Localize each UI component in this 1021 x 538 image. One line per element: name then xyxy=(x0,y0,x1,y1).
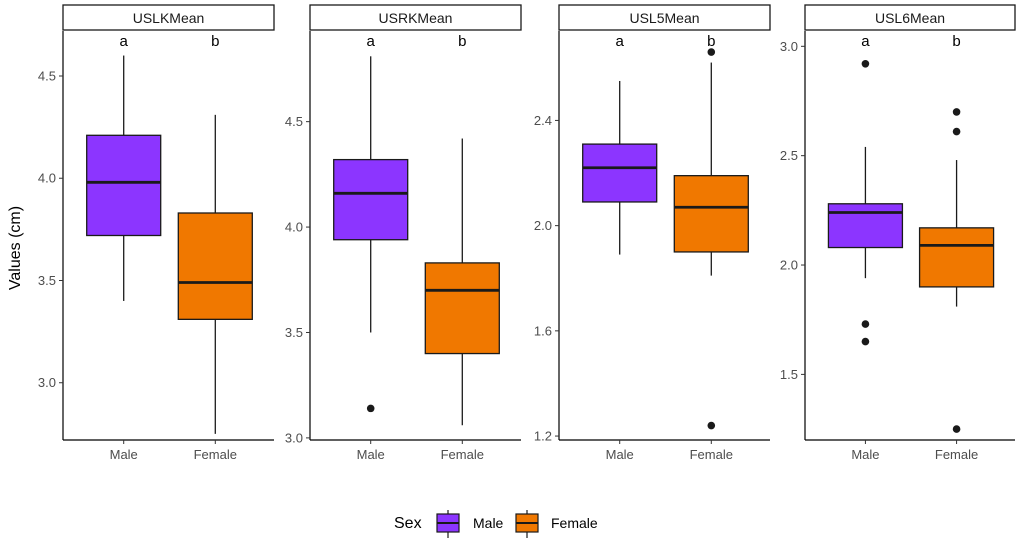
significance-letter: a xyxy=(861,33,870,50)
legend-title: Sex xyxy=(394,515,422,532)
x-tick-label: Male xyxy=(606,447,634,462)
x-tick-label: Male xyxy=(110,447,138,462)
box-female: b Female xyxy=(918,33,995,462)
significance-letter: b xyxy=(211,33,219,50)
outlier-point xyxy=(952,425,961,433)
box-male: a Male xyxy=(333,33,409,462)
outlier-point xyxy=(861,320,870,328)
significance-letter: a xyxy=(616,33,625,50)
significance-letter: b xyxy=(707,33,715,50)
panel-usl5mean: USL5Mean 1.2 1.6 2.0 2.4 a Male b Female xyxy=(534,4,771,462)
panel-usl6mean: USL6Mean 1.5 2.0 2.5 3.0 a Male b Female xyxy=(780,4,1016,462)
panel-strip xyxy=(804,4,1016,31)
x-tick-label: Male xyxy=(851,447,879,462)
y-tick-label: 2.0 xyxy=(534,218,552,233)
y-tick-label: 1.6 xyxy=(534,323,552,338)
y-tick-label: 3.0 xyxy=(780,39,798,54)
x-tick-label: Male xyxy=(357,447,385,462)
y-tick-label: 1.2 xyxy=(534,429,552,444)
box-body xyxy=(333,158,409,241)
outlier-point xyxy=(861,337,870,346)
x-tick-label: Female xyxy=(194,447,237,462)
significance-letter: a xyxy=(120,33,129,50)
box-male: a Male xyxy=(86,33,162,462)
legend-label: Male xyxy=(473,515,504,531)
box-female: b Female xyxy=(424,33,500,462)
box-male: a Male xyxy=(582,33,658,462)
significance-letter: b xyxy=(952,33,960,50)
y-tick-label: 2.0 xyxy=(780,258,798,273)
box-body xyxy=(582,143,658,203)
box-body xyxy=(827,203,904,249)
y-tick-label: 4.5 xyxy=(285,114,303,129)
outlier-point xyxy=(366,404,375,413)
panel-strip xyxy=(558,4,771,31)
y-tick-label: 3.5 xyxy=(38,273,56,288)
panel-strip xyxy=(62,4,275,31)
x-tick-label: Female xyxy=(441,447,484,462)
y-tick-label: 4.0 xyxy=(38,171,56,186)
box-body xyxy=(673,175,749,253)
panel-usrkmean: USRKMean 3.0 3.5 4.0 4.5 a Male b Female xyxy=(285,4,522,462)
legend-key-female: Female xyxy=(515,510,598,538)
legend-key-male: Male xyxy=(436,510,504,538)
y-tick-label: 3.5 xyxy=(285,325,303,340)
y-tick-label: 3.0 xyxy=(38,375,56,390)
panel-strip xyxy=(309,4,522,31)
y-tick-label: 1.5 xyxy=(780,367,798,382)
facet-panels: USLKMean3.03.54.04.5aMalebFemaleUSRKMean… xyxy=(38,4,1016,462)
significance-letter: b xyxy=(458,33,466,50)
box-body xyxy=(86,134,162,237)
outlier-point xyxy=(861,60,870,68)
y-tick-label: 2.5 xyxy=(780,148,798,163)
significance-letter: a xyxy=(367,33,376,50)
outlier-point xyxy=(707,48,716,56)
panel-title: USRKMean xyxy=(379,10,453,26)
y-tick-label: 4.5 xyxy=(38,68,56,83)
outlier-point xyxy=(952,127,961,136)
panel-title: USL5Mean xyxy=(629,10,699,26)
y-tick-label: 4.0 xyxy=(285,220,303,235)
box-body xyxy=(918,227,995,288)
outlier-point xyxy=(707,421,716,430)
y-tick-label: 2.4 xyxy=(534,113,552,128)
legend: Sex Male Female xyxy=(394,510,598,538)
panel-title: USL6Mean xyxy=(875,10,945,26)
box-body xyxy=(177,212,253,320)
box-body xyxy=(424,262,500,355)
y-axis-title: Values (cm) xyxy=(7,206,24,290)
x-tick-label: Female xyxy=(935,447,978,462)
legend-label: Female xyxy=(551,515,598,531)
x-tick-label: Female xyxy=(690,447,733,462)
box-female: b Female xyxy=(673,33,749,462)
outlier-point xyxy=(952,108,961,116)
panel-title: USLKMean xyxy=(133,10,205,26)
box-female: b Female xyxy=(177,33,253,462)
panel-uslkmean: USLKMean 3.0 3.5 4.0 4.5 a Male b Female xyxy=(38,4,275,462)
y-tick-label: 3.0 xyxy=(285,430,303,445)
box-male: a Male xyxy=(827,33,904,462)
